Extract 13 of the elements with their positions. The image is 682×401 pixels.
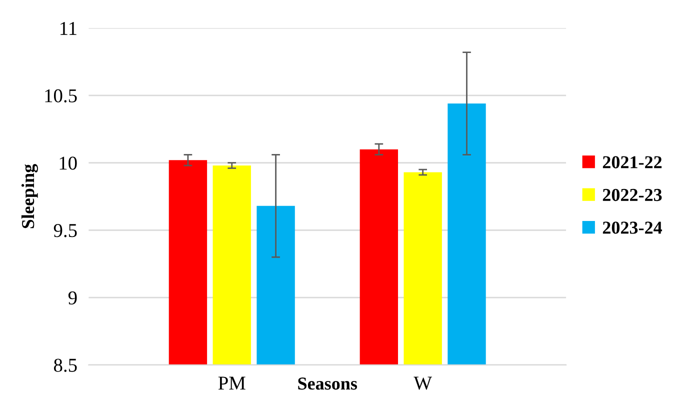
- legend-label: 2023-24: [602, 222, 662, 234]
- y-tick-label: 11: [60, 22, 76, 35]
- x-axis-title: Seasons: [298, 378, 358, 390]
- legend-label: 2021-22: [602, 156, 662, 168]
- x-tick-label: PM: [218, 376, 246, 390]
- y-tick-label: 9: [68, 291, 77, 304]
- y-tick-label: 9.5: [54, 224, 77, 238]
- y-tick-label: 10: [60, 156, 77, 170]
- y-axis-title: Sleeping: [21, 164, 38, 228]
- x-tick-label: W: [414, 376, 432, 390]
- y-tick-label: 8.5: [54, 358, 77, 372]
- y-tick-label: 10.5: [45, 89, 77, 102]
- legend-label: 2022-23: [602, 188, 662, 202]
